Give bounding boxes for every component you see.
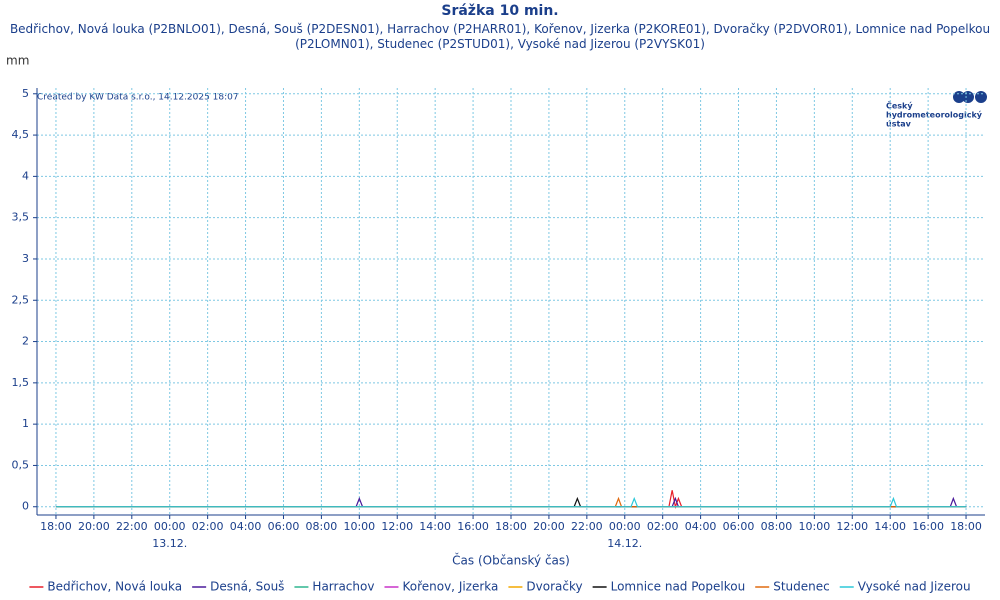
logo-dot: [962, 91, 974, 103]
x-tick-label: 16:00: [457, 520, 489, 533]
chart-title: Srážka 10 min.: [441, 3, 559, 19]
y-tick-label: 4: [22, 169, 29, 182]
x-tick-label: 08:00: [761, 520, 793, 533]
series-line: [55, 496, 967, 508]
x-tick-label: 18:00: [495, 520, 527, 533]
x-tick-label: 04:00: [685, 520, 717, 533]
x-tick-label: 00:00: [154, 520, 186, 533]
y-tick-label: 4,5: [12, 128, 30, 141]
y-tick-label: 0: [22, 500, 29, 513]
legend-label: Harrachov: [312, 580, 374, 594]
x-axis-label: Čas (Občanský čas): [452, 553, 570, 568]
legend-label: Desná, Souš: [210, 580, 284, 594]
x-tick-label: 14:00: [874, 520, 906, 533]
logo-dot: [975, 91, 987, 103]
y-tick-label: 0,5: [12, 458, 30, 471]
y-tick-label: 3: [22, 252, 29, 265]
x-tick-label: 14:00: [419, 520, 451, 533]
y-tick-label: 1,5: [12, 376, 30, 389]
legend-label: Studenec: [773, 580, 830, 594]
logo-text: Český: [886, 100, 913, 111]
x-tick-label: 02:00: [192, 520, 224, 533]
y-tick-label: 2,5: [12, 293, 30, 306]
x-tick-label: 02:00: [647, 520, 679, 533]
y-tick-label: 5: [22, 87, 29, 100]
series-line: [55, 496, 967, 508]
logo-text: hydrometeorologický: [886, 111, 983, 120]
x-tick-label: 22:00: [116, 520, 148, 533]
x-tick-label: 06:00: [268, 520, 300, 533]
date-label: 14.12.: [607, 537, 642, 550]
x-tick-label: 22:00: [571, 520, 603, 533]
y-tick-label: 2: [22, 335, 29, 348]
legend-label: Vysoké nad Jizerou: [858, 580, 971, 594]
legend-label: Bedřichov, Nová louka: [47, 580, 182, 594]
legend-label: Lomnice nad Popelkou: [611, 580, 746, 594]
logo-text: ústav: [886, 120, 912, 129]
x-tick-label: 16:00: [912, 520, 944, 533]
x-tick-label: 20:00: [533, 520, 565, 533]
date-label: 13.12.: [152, 537, 187, 550]
legend-label: Dvoračky: [526, 580, 582, 594]
x-tick-label: 12:00: [836, 520, 868, 533]
annotation: Created by KW Data s.r.o., 14.12.2025 18…: [37, 93, 239, 103]
chart-subtitle: Bedřichov, Nová louka (P2BNLO01), Desná,…: [9, 22, 991, 51]
x-tick-label: 00:00: [609, 520, 641, 533]
y-axis-label: mm: [6, 54, 29, 68]
x-tick-label: 10:00: [799, 520, 831, 533]
x-tick-label: 20:00: [78, 520, 110, 533]
x-tick-label: 12:00: [381, 520, 413, 533]
x-tick-label: 06:00: [723, 520, 755, 533]
x-tick-label: 18:00: [950, 520, 982, 533]
x-tick-label: 18:00: [40, 520, 72, 533]
x-tick-label: 10:00: [343, 520, 375, 533]
y-tick-label: 3,5: [12, 211, 30, 224]
legend-label: Kořenov, Jizerka: [402, 580, 498, 594]
x-tick-label: 08:00: [306, 520, 338, 533]
y-tick-label: 1: [22, 417, 29, 430]
x-tick-label: 04:00: [230, 520, 262, 533]
